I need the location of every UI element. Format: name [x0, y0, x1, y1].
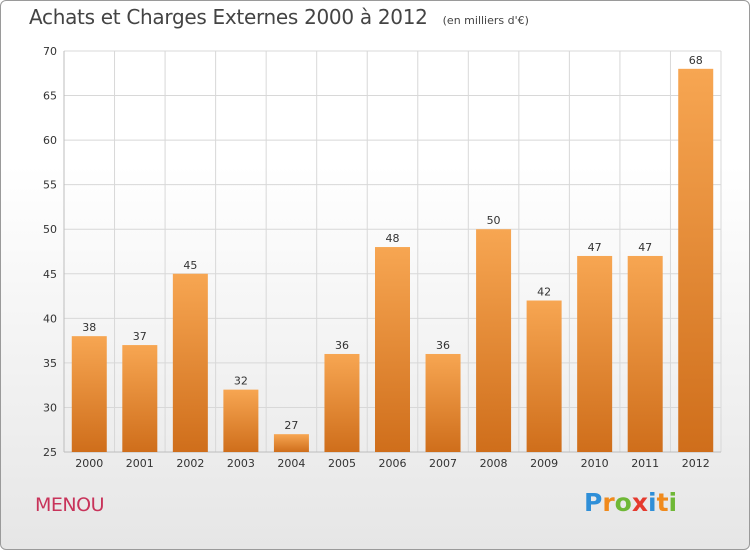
bar-value-label: 45	[183, 259, 197, 272]
bar-2009	[526, 300, 562, 452]
bar-value-label: 32	[234, 375, 248, 388]
bar-value-label: 47	[588, 241, 602, 254]
x-tick-label: 2002	[176, 457, 204, 470]
logo-letter: i	[668, 488, 678, 517]
bar-value-label: 27	[284, 419, 298, 432]
y-tick-label: 40	[43, 312, 57, 325]
bar-2004	[273, 434, 309, 452]
logo-letter: P	[584, 488, 603, 517]
bar-value-label: 47	[638, 241, 652, 254]
y-tick-label: 55	[43, 179, 57, 192]
bar-value-label: 50	[487, 214, 501, 227]
x-tick-label: 2000	[75, 457, 103, 470]
x-tick-label: 2004	[277, 457, 305, 470]
bar-2008	[476, 229, 512, 452]
proxiti-logo: Proxiti	[584, 488, 677, 517]
y-tick-label: 70	[43, 45, 57, 58]
bar-value-label: 68	[689, 54, 703, 67]
x-tick-label: 2001	[126, 457, 154, 470]
bar-2010	[577, 255, 613, 452]
bar-2002	[172, 273, 208, 452]
x-tick-label: 2010	[581, 457, 609, 470]
bar-2006	[375, 247, 410, 452]
bar-2011	[627, 255, 663, 452]
bar-2007	[425, 353, 461, 452]
y-tick-label: 50	[43, 223, 57, 236]
y-tick-label: 25	[43, 446, 57, 459]
bar-2005	[324, 353, 360, 452]
bar-value-label: 42	[537, 286, 551, 299]
bar-value-label: 38	[82, 321, 96, 334]
chart-title: Achats et Charges Externes 2000 à 2012 (…	[29, 5, 529, 29]
bar-value-label: 48	[386, 232, 400, 245]
bar-value-label: 37	[133, 330, 147, 343]
x-tick-label: 2008	[480, 457, 508, 470]
logo-letter: i	[648, 488, 657, 517]
x-tick-label: 2003	[227, 457, 255, 470]
logo-letter: r	[602, 488, 615, 517]
x-tick-label: 2011	[631, 457, 659, 470]
x-tick-label: 2005	[328, 457, 356, 470]
chart-title-main: Achats et Charges Externes 2000 à 2012	[29, 5, 428, 29]
y-tick-label: 65	[43, 90, 57, 103]
y-tick-label: 45	[43, 268, 57, 281]
x-tick-label: 2012	[682, 457, 710, 470]
y-tick-label: 30	[43, 401, 57, 414]
bar-2003	[223, 389, 259, 452]
bar-2001	[122, 345, 158, 452]
logo-letter: o	[614, 488, 632, 517]
x-tick-label: 2007	[429, 457, 457, 470]
bar-2000	[71, 336, 107, 452]
chart-subtitle: (en milliers d'€)	[442, 14, 529, 27]
logo-letter: t	[656, 488, 669, 517]
y-tick-label: 60	[43, 134, 57, 147]
logo-letter: x	[631, 488, 648, 517]
bar-2012	[678, 68, 714, 453]
bar-value-label: 36	[335, 339, 349, 352]
x-tick-label: 2009	[530, 457, 558, 470]
bar-value-label: 36	[436, 339, 450, 352]
x-tick-label: 2006	[379, 457, 407, 470]
y-tick-label: 35	[43, 357, 57, 370]
place-name: MENOU	[35, 494, 104, 516]
